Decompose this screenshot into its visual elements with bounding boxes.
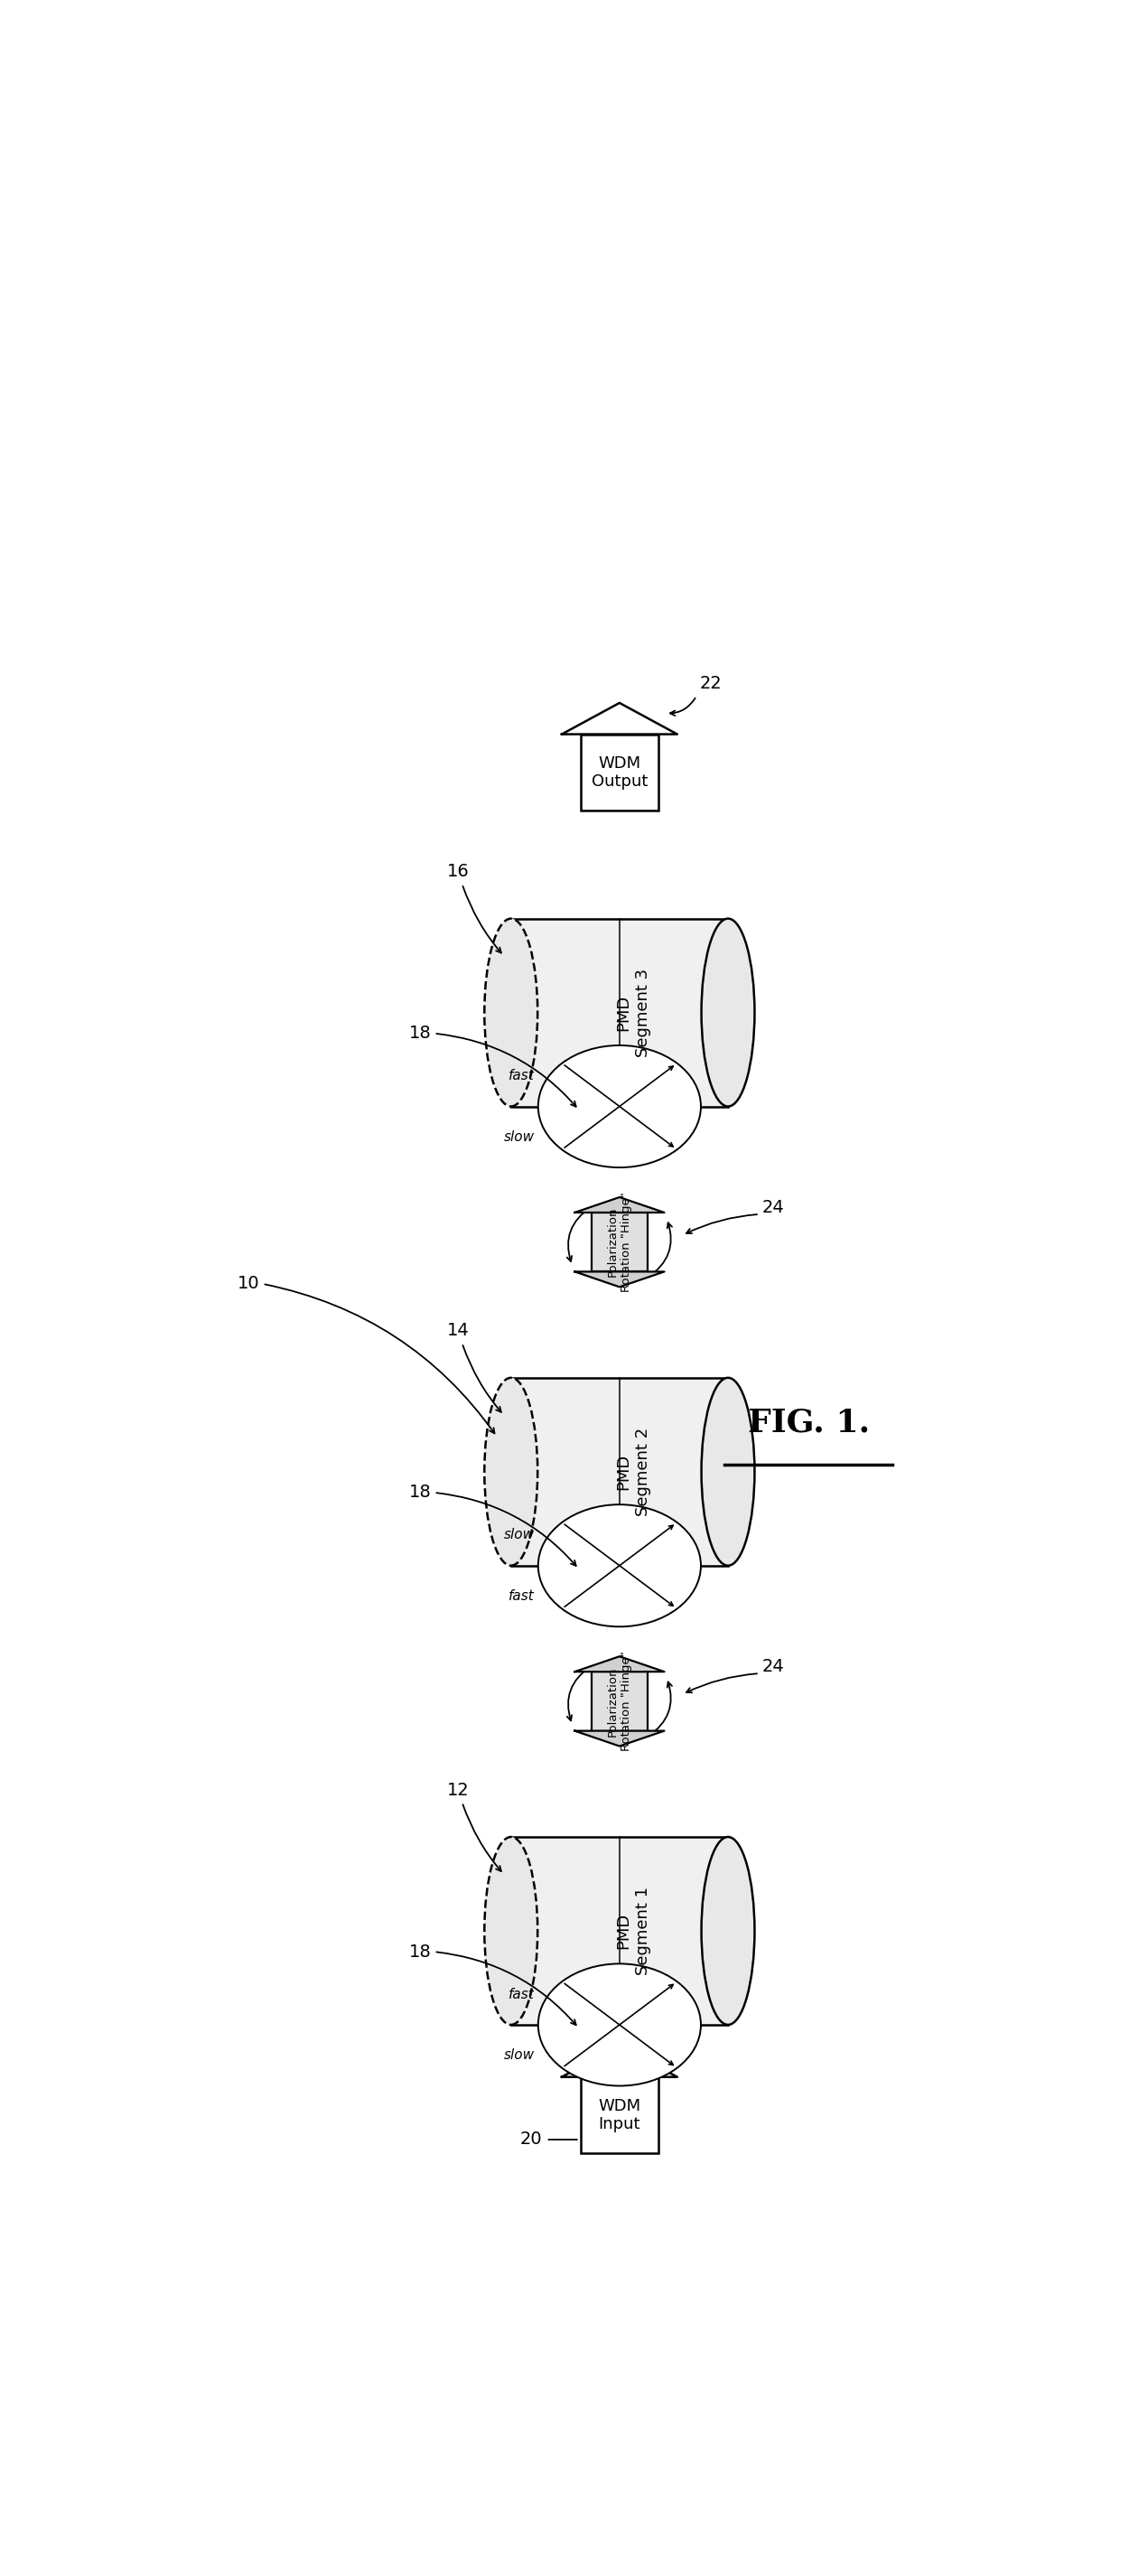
- Ellipse shape: [701, 1378, 754, 1566]
- Text: slow: slow: [504, 1528, 535, 1543]
- Text: 12: 12: [448, 1783, 470, 1798]
- Text: WDM
Input: WDM Input: [598, 2097, 641, 2133]
- Text: 14: 14: [448, 1321, 470, 1340]
- Ellipse shape: [538, 1504, 701, 1625]
- Text: fast: fast: [509, 1069, 535, 1082]
- Polygon shape: [581, 2076, 658, 2154]
- Text: WDM
Output: WDM Output: [591, 755, 647, 791]
- Text: slow: slow: [504, 1131, 535, 1144]
- Ellipse shape: [701, 1837, 754, 2025]
- Ellipse shape: [484, 920, 537, 1108]
- Text: Polarization
Rotation "Hinge": Polarization Rotation "Hinge": [607, 1193, 633, 1293]
- Ellipse shape: [538, 1046, 701, 1167]
- Polygon shape: [561, 703, 677, 734]
- Ellipse shape: [538, 1963, 701, 2087]
- Polygon shape: [575, 1656, 665, 1672]
- Text: 22: 22: [700, 675, 722, 693]
- Text: 24: 24: [762, 1198, 785, 1216]
- Ellipse shape: [701, 920, 754, 1108]
- Ellipse shape: [484, 1378, 537, 1566]
- Text: PMD
Segment 1: PMD Segment 1: [615, 1886, 652, 1976]
- Text: PMD
Segment 2: PMD Segment 2: [615, 1427, 652, 1517]
- Polygon shape: [575, 1273, 665, 1288]
- Text: Polarization
Rotation "Hinge": Polarization Rotation "Hinge": [607, 1651, 633, 1752]
- Text: PMD
Segment 3: PMD Segment 3: [615, 969, 652, 1056]
- Text: 24: 24: [762, 1659, 785, 1674]
- Polygon shape: [511, 920, 728, 1108]
- Text: 16: 16: [448, 863, 470, 881]
- Text: fast: fast: [509, 1589, 535, 1602]
- Polygon shape: [575, 1731, 665, 1747]
- Polygon shape: [581, 734, 658, 811]
- Polygon shape: [591, 1213, 647, 1273]
- Polygon shape: [575, 1198, 665, 1213]
- Text: 10: 10: [238, 1275, 259, 1293]
- Ellipse shape: [484, 1837, 537, 2025]
- Text: FIG. 1.: FIG. 1.: [747, 1406, 869, 1437]
- Text: 20: 20: [520, 2130, 543, 2148]
- Text: 18: 18: [409, 1025, 432, 1041]
- Polygon shape: [511, 1837, 728, 2025]
- Text: 18: 18: [409, 1484, 432, 1502]
- Polygon shape: [511, 1378, 728, 1566]
- Text: fast: fast: [509, 1989, 535, 2002]
- Text: slow: slow: [504, 2048, 535, 2061]
- Text: 18: 18: [409, 1942, 432, 1960]
- Polygon shape: [561, 2045, 677, 2076]
- Polygon shape: [591, 1672, 647, 1731]
